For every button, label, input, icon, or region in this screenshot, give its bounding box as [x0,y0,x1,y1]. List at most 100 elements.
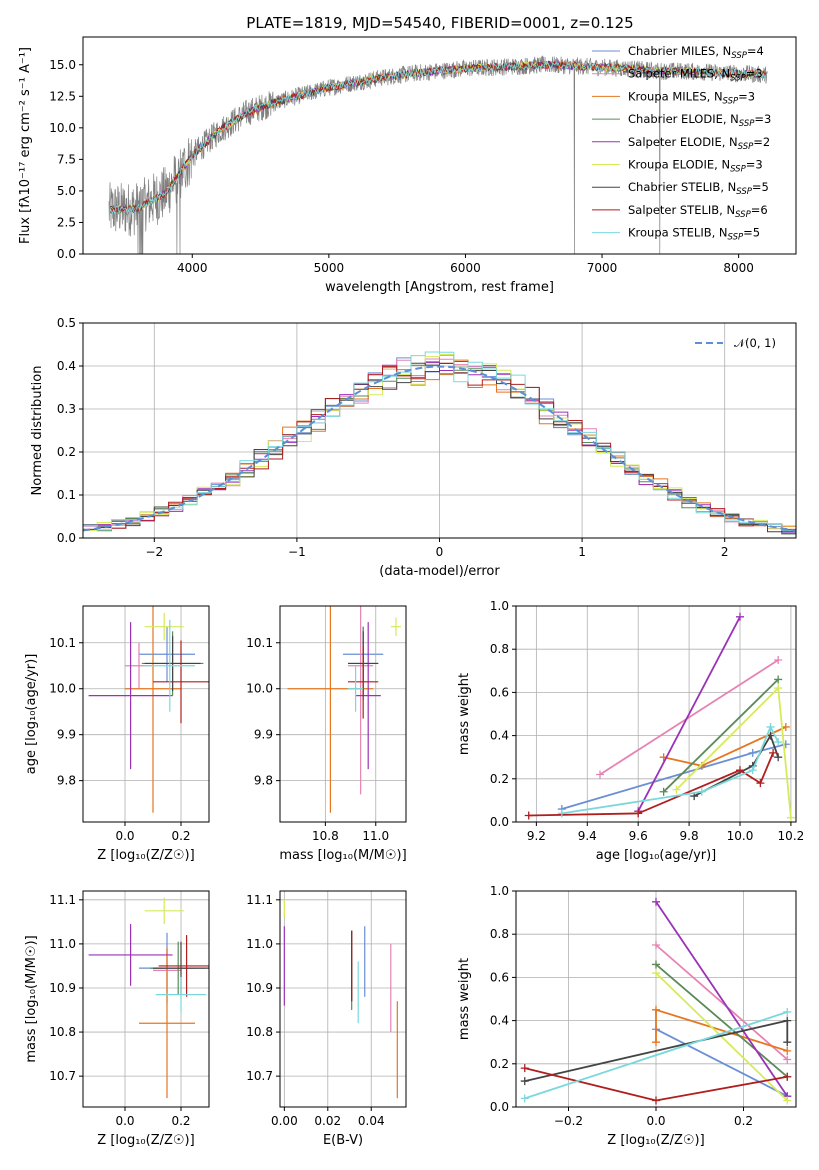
panel-spectrum: 4000 5000 6000 7000 8000 0.0 2.5 5.0 7.5 10.0 12.5… [18,36,797,295]
y-tick-label: 10.1 [49,636,76,650]
series-marker-chabrier_elodie [652,960,660,969]
y-tick-label: 0.1 [57,488,76,502]
y-tick-label: 1.0 [490,884,509,898]
axes-frame [279,890,407,1108]
y-tick-label: 10.0 [246,682,273,696]
point-salpeter_stelib [348,645,379,719]
x-tick-label: 10.2 [778,829,805,843]
point-kroupa_elodie [144,897,184,925]
series-line-chabrier_elodie [662,678,779,793]
series-marker-kroupa_stelib [774,738,783,747]
legend-entry-salpeter_elodie: Salpeter ELODIE, NSSP=2 [628,135,770,152]
panel-age-vs-mass: 10.8 11.0 9.8 9.9 10.0 10.1 mass [log₁₀(M/M☉)] [246,605,407,863]
y-tick-label: 11.1 [246,893,273,907]
series-marker-chabrier_elodie [659,787,668,796]
y-tick-label: 12.5 [49,89,76,103]
point-kroupa_miles [139,948,195,1099]
series-marker-salpeter_stelib [769,748,778,757]
point-kroupa_elodie [390,617,401,636]
x-tick-label: 7000 [587,261,618,275]
legend-entry-salpeter_miles: Salpeter MILES, NSSP=3 [628,67,763,84]
y-tick-label: 0.6 [490,685,509,699]
grid [516,890,796,1108]
axes-frame [82,605,210,823]
histogram-kroupa_stelib [83,351,796,531]
y-tick-label: 10.9 [246,981,273,995]
grid [83,606,209,822]
x-axis-label: (data-model)/error [379,564,500,579]
y-axis-label: Flux [fλ10⁻¹⁷ erg cm⁻² s⁻¹ A⁻¹] [18,47,33,244]
panel-mass-vs-Z: 0.0 0.2 10.7 10.8 10.9 11.0 11.1 Z [log₁₀(Z/Z☉)… [24,890,210,1148]
normal-curve [83,365,796,532]
y-axis-label: mass weight [457,673,472,755]
y-tick-label: 1.0 [490,599,509,613]
x-tick-label: 2 [721,545,729,559]
panel-residuals: −2 −1 0 1 2 0.0 0.1 0.2 0.3 0.4 0.5 (data-model)/er… [30,316,797,579]
axes-frame [279,605,407,823]
x-tick-label: 0.2 [171,1114,190,1128]
y-tick-label: 0.0 [57,531,76,545]
y-tick-label: 10.0 [49,121,76,135]
point-kroupa_stelib [348,665,364,712]
point-kroupa_stelib [155,976,207,1013]
series-line-salpeter_miles [655,944,788,1061]
series-marker-kroupa_stelib [766,722,775,731]
x-tick-label: 0.2 [171,829,190,843]
y-tick-label: 9.9 [57,728,76,742]
y-axis-label: age [log₁₀(age/yr)] [24,654,39,775]
series-marker-kroupa_elodie [786,813,795,822]
series-marker-kroupa_elodie [672,785,681,794]
series-marker-kroupa_elodie [774,684,783,693]
x-tick-label: 0.0 [115,1114,134,1128]
series-marker-chabrier_elodie [774,675,783,684]
panel-weight-vs-age: 9.2 9.4 9.6 9.8 10.0 10.2 0.0 0.2 0.4 0.6 0.8 1.0 ag… [457,599,804,863]
spectrum-legend: Chabrier MILES, NSSP=4 Salpeter MILES, NS… [592,44,771,243]
y-tick-label: 0.8 [490,927,509,941]
y-tick-label: 9.8 [57,774,76,788]
plot-area [83,351,796,535]
y-tick-label: 15.0 [49,58,76,72]
x-axis-label: Z [log₁₀(Z/Z☉)] [97,1133,194,1148]
panel-weight-vs-Z: −0.2 0.0 0.2 0.0 0.2 0.4 0.6 0.8 1.0 Z [log₁₀(Z/Z… [457,884,797,1148]
x-tick-label: 0.0 [115,829,134,843]
x-axis-label: Z [log₁₀(Z/Z☉)] [97,848,194,863]
x-tick-label: 0 [436,545,444,559]
y-tick-label: 0.8 [490,642,509,656]
series-marker-kroupa_miles [652,1038,660,1047]
series-marker-salpeter_stelib [736,766,744,775]
series-marker-kroupa_miles [783,1046,792,1055]
series-line-kroupa_miles [655,1008,788,1052]
point-chabrier_miles [139,626,195,682]
point-salpeter_elodie [88,622,173,770]
legend-entry-chabrier_miles: Chabrier MILES, NSSP=4 [628,44,764,61]
x-tick-label: 0.2 [734,1114,753,1128]
data-spectrum-line [108,54,768,254]
histogram-kroupa_elodie [83,354,796,531]
x-tick-label: 0.00 [271,1114,298,1128]
series-marker-salpeter_elodie [736,612,744,621]
x-tick-label: 5000 [314,261,345,275]
axes-frame [515,605,797,823]
x-tick-label: 6000 [450,261,481,275]
y-tick-label: 0.4 [490,1014,509,1028]
series-line-chabrier_elodie [655,963,788,1078]
series-marker-kroupa_miles [652,1005,660,1014]
y-axis-label: Normed distribution [30,366,45,496]
series-marker-chabrier_stelib [774,753,783,762]
series-marker-salpeter_stelib [634,809,643,818]
series-marker-salpeter_stelib [783,1072,792,1081]
series-marker-kroupa_stelib [748,766,757,775]
legend-entry-chabrier_stelib: Chabrier STELIB, NSSP=5 [628,180,769,197]
y-tick-label: 11.0 [246,937,273,951]
series-marker-salpeter_stelib [756,779,765,788]
y-tick-label: 0.2 [490,772,509,786]
grid [516,605,796,823]
series-marker-kroupa_stelib [783,1007,792,1016]
x-tick-label: 9.2 [527,829,546,843]
x-tick-label: 10.8 [312,829,339,843]
series-marker-salpeter_elodie [652,897,660,906]
y-tick-label: 0.0 [490,815,509,829]
legend-entry-salpeter_stelib: Salpeter STELIB, NSSP=6 [628,203,768,220]
y-tick-label: 10.0 [49,682,76,696]
x-tick-label: 9.8 [680,829,699,843]
